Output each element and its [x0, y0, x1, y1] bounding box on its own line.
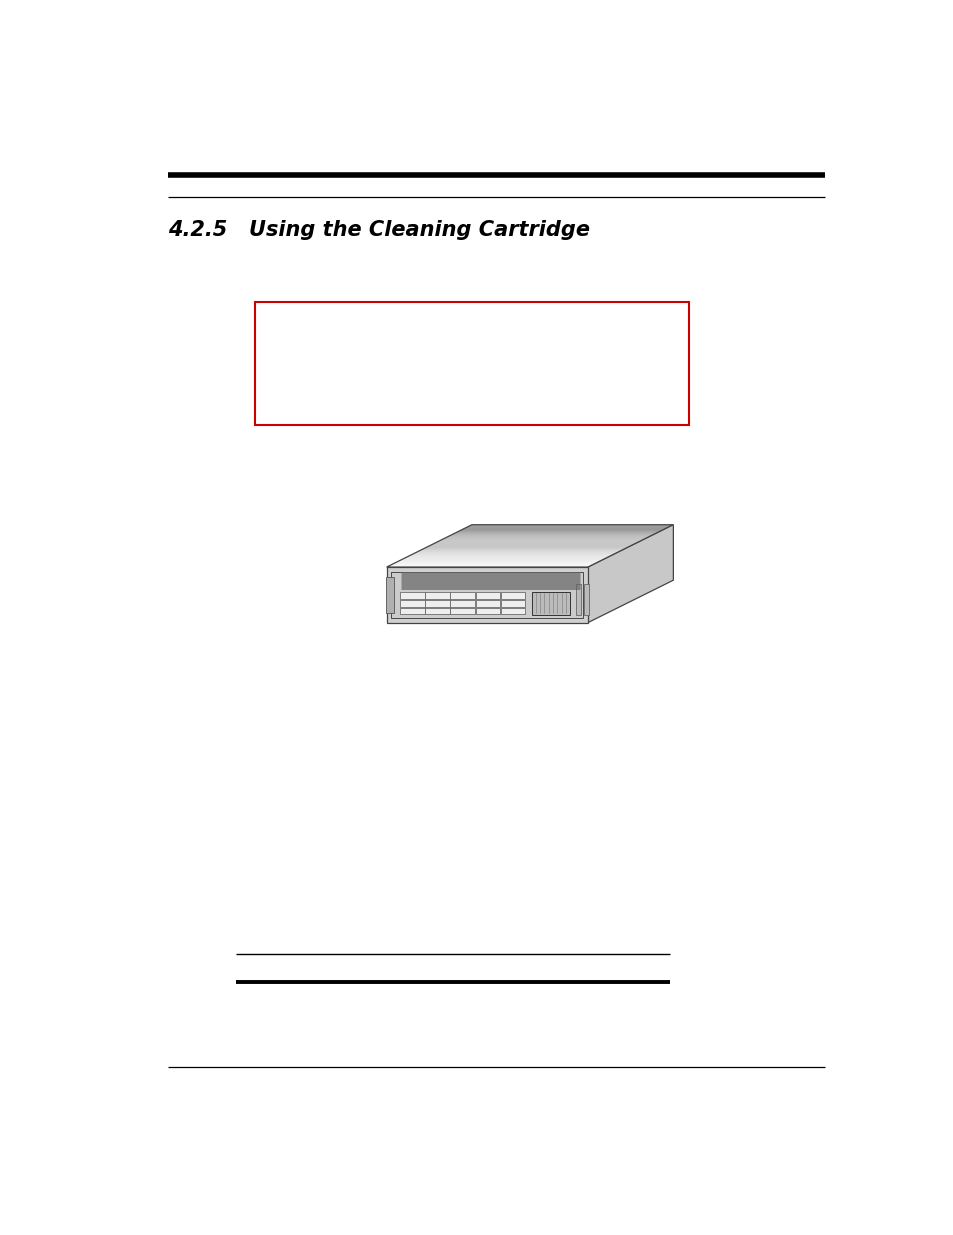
- Bar: [254, 303, 688, 425]
- Bar: [500, 600, 524, 606]
- Bar: [399, 592, 424, 599]
- Bar: [500, 592, 524, 599]
- Bar: [425, 608, 449, 615]
- Bar: [425, 600, 449, 606]
- Bar: [391, 572, 583, 618]
- Bar: [450, 608, 475, 615]
- Bar: [475, 600, 499, 606]
- Bar: [531, 592, 570, 615]
- Bar: [450, 600, 475, 606]
- Bar: [500, 608, 524, 615]
- Polygon shape: [587, 525, 673, 622]
- Polygon shape: [386, 567, 587, 622]
- Bar: [385, 577, 394, 613]
- Bar: [450, 592, 475, 599]
- Bar: [475, 608, 499, 615]
- Bar: [425, 592, 449, 599]
- Bar: [475, 592, 499, 599]
- Bar: [399, 600, 424, 606]
- Text: 4.2.5   Using the Cleaning Cartridge: 4.2.5 Using the Cleaning Cartridge: [168, 220, 590, 240]
- Bar: [399, 608, 424, 615]
- Bar: [576, 584, 580, 615]
- Bar: [583, 584, 588, 615]
